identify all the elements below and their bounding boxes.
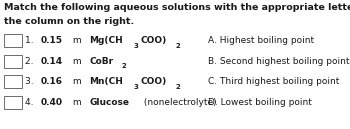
Text: Mg(CH: Mg(CH <box>89 36 123 45</box>
Text: 3.: 3. <box>25 77 37 86</box>
Text: COO): COO) <box>140 36 167 45</box>
Text: 0.15: 0.15 <box>41 36 63 45</box>
Text: m: m <box>70 98 84 107</box>
FancyBboxPatch shape <box>4 75 22 88</box>
Text: Match the following aqueous solutions with the appropriate letter from: Match the following aqueous solutions wi… <box>4 3 350 12</box>
Text: A. Highest boiling point: A. Highest boiling point <box>208 36 314 45</box>
Text: Glucose: Glucose <box>89 98 129 107</box>
Text: m: m <box>70 36 84 45</box>
Text: 2: 2 <box>121 63 126 69</box>
Text: m: m <box>70 57 84 66</box>
FancyBboxPatch shape <box>4 34 22 47</box>
Text: 0.40: 0.40 <box>41 98 63 107</box>
Text: D. Lowest boiling point: D. Lowest boiling point <box>208 98 312 107</box>
Text: 4.: 4. <box>25 98 37 107</box>
Text: (nonelectrolyte): (nonelectrolyte) <box>141 98 217 107</box>
Text: 0.16: 0.16 <box>41 77 63 86</box>
Text: 1.: 1. <box>25 36 37 45</box>
Text: the column on the right.: the column on the right. <box>4 17 134 26</box>
Text: C. Third highest boiling point: C. Third highest boiling point <box>208 77 340 86</box>
Text: B. Second highest boiling point: B. Second highest boiling point <box>208 57 350 66</box>
Text: COO): COO) <box>141 77 167 86</box>
FancyBboxPatch shape <box>4 96 22 109</box>
Text: 0.14: 0.14 <box>41 57 63 66</box>
Text: 2.: 2. <box>25 57 37 66</box>
Text: 3: 3 <box>134 84 139 90</box>
Text: 3: 3 <box>133 43 138 49</box>
Text: 2: 2 <box>175 43 180 49</box>
Text: Mn(CH: Mn(CH <box>89 77 123 86</box>
FancyBboxPatch shape <box>4 55 22 68</box>
Text: m: m <box>70 77 84 86</box>
Text: CoBr: CoBr <box>89 57 113 66</box>
Text: 2: 2 <box>175 84 180 90</box>
